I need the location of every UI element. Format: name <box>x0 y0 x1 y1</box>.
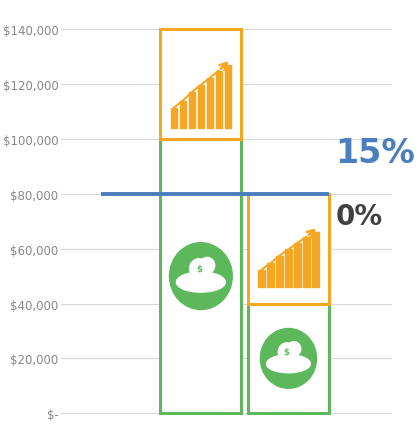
Ellipse shape <box>287 342 301 356</box>
Bar <box>258 270 265 288</box>
Bar <box>285 250 292 288</box>
Bar <box>276 256 283 288</box>
Ellipse shape <box>170 243 232 310</box>
Bar <box>312 232 319 288</box>
Bar <box>180 101 186 128</box>
Bar <box>267 264 274 288</box>
Bar <box>215 71 222 128</box>
Ellipse shape <box>199 258 215 274</box>
Ellipse shape <box>270 357 307 364</box>
Ellipse shape <box>181 274 221 282</box>
Ellipse shape <box>176 272 225 293</box>
Bar <box>160 30 241 140</box>
Ellipse shape <box>189 259 208 279</box>
Bar <box>303 237 310 288</box>
Bar <box>171 108 177 128</box>
Bar <box>225 66 231 128</box>
Bar <box>189 93 195 128</box>
Ellipse shape <box>266 355 310 373</box>
Bar <box>160 140 241 413</box>
Ellipse shape <box>260 329 316 389</box>
Bar <box>248 194 329 304</box>
Ellipse shape <box>278 343 295 361</box>
Text: $: $ <box>284 347 290 357</box>
Text: 0%: 0% <box>336 202 383 230</box>
Bar <box>198 86 204 128</box>
Text: 15%: 15% <box>336 137 415 170</box>
Bar <box>207 78 213 128</box>
Text: $: $ <box>196 265 202 274</box>
Bar <box>294 244 301 288</box>
Bar <box>248 304 329 413</box>
